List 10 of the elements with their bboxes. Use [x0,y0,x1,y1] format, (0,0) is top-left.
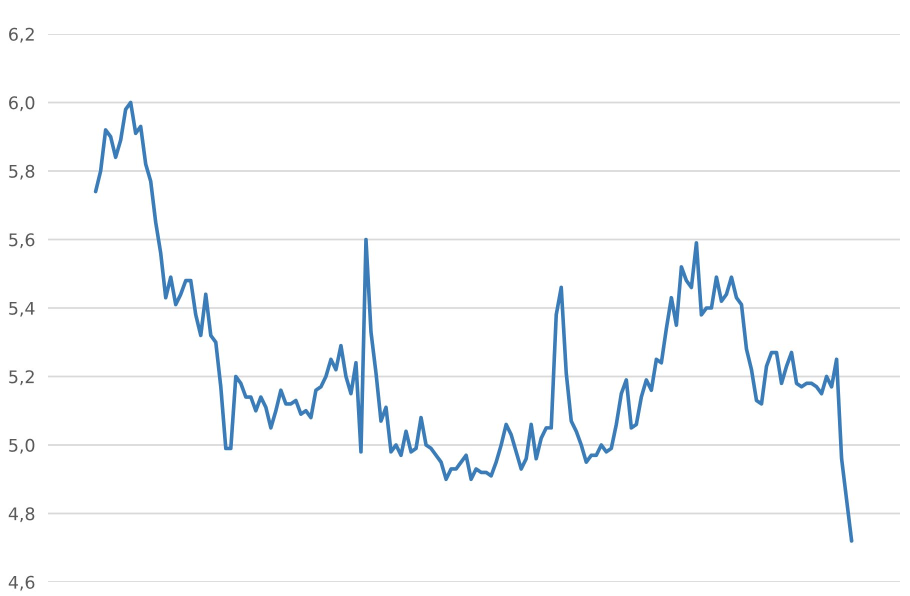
y-tick-label: 5,0 [9,438,34,454]
y-tick-label: 5,8 [9,164,34,180]
y-tick-label: 4,6 [8,576,34,591]
y-tick-label: 6,2 [9,28,34,43]
y-tick-label: 5,4 [9,302,35,317]
y-tick-label: 6,0 [9,96,34,112]
line-series [94,100,854,543]
y-tick-label: 4,8 [8,507,34,522]
y-tick-label: 5,2 [9,370,34,386]
y-tick-label: 5,6 [9,233,34,248]
